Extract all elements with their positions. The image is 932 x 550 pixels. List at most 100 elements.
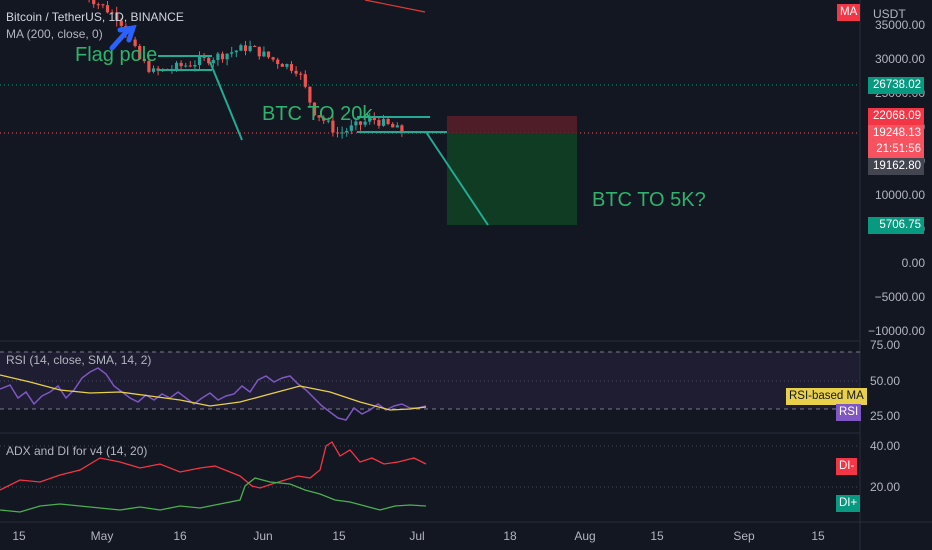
price-tick-label: −5000.00	[875, 290, 926, 304]
time-tick-label: Aug	[574, 529, 595, 543]
price-tag[interactable]: 21:51:56	[868, 141, 924, 158]
flag-drop-line[interactable]	[209, 61, 243, 141]
candle[interactable]	[271, 57, 275, 60]
candle[interactable]	[331, 120, 335, 133]
projection-drop-line[interactable]	[425, 131, 489, 226]
candle[interactable]	[289, 64, 294, 71]
indicator-tick-label: 25.00	[870, 409, 900, 423]
candle[interactable]	[138, 46, 142, 60]
candle[interactable]	[119, 20, 123, 26]
candle[interactable]	[335, 132, 340, 134]
candle[interactable]	[184, 65, 188, 67]
candle[interactable]	[147, 61, 151, 72]
candles-group[interactable]	[83, 0, 404, 139]
ma-legend[interactable]: MA (200, close, 0)	[6, 27, 103, 41]
candle[interactable]	[248, 46, 252, 51]
candle[interactable]	[294, 70, 298, 74]
price-tick-label: 35000.00	[875, 18, 925, 32]
di-plus-tag[interactable]: DI+	[836, 495, 861, 512]
candle[interactable]	[225, 53, 229, 60]
candle[interactable]	[349, 125, 353, 131]
candle[interactable]	[285, 64, 289, 67]
candle[interactable]	[377, 120, 381, 126]
rsi-ma-value-tag[interactable]: RSI-based MA	[786, 388, 867, 405]
candle[interactable]	[391, 123, 395, 128]
annotation-flag-pole[interactable]: Flag pole	[75, 44, 157, 66]
candle[interactable]	[230, 52, 234, 54]
candle[interactable]	[151, 68, 156, 72]
candle[interactable]	[115, 12, 119, 21]
candle[interactable]	[317, 115, 321, 118]
candle[interactable]	[262, 51, 266, 57]
candle[interactable]	[395, 125, 399, 128]
candle[interactable]	[207, 57, 211, 64]
price-tag[interactable]: 19162.80	[868, 158, 924, 175]
trend-drawings[interactable]	[158, 55, 489, 226]
candle[interactable]	[216, 53, 220, 60]
candle[interactable]	[220, 53, 225, 60]
candle[interactable]	[386, 118, 390, 124]
candle[interactable]	[280, 64, 284, 67]
time-axis-ticks[interactable]: 15 May 16 Jun 15 Jul 18 Aug 15 Sep 15	[12, 529, 825, 543]
candle[interactable]	[299, 73, 303, 75]
ma-badge[interactable]: MA	[837, 4, 861, 21]
adx-axis-ticks[interactable]: 40.00 20.00	[870, 439, 900, 494]
candle[interactable]	[92, 0, 96, 5]
candle[interactable]	[110, 12, 114, 14]
price-tag[interactable]: 19248.13	[868, 125, 924, 142]
candle[interactable]	[253, 46, 257, 48]
annotation-btc-5k[interactable]: BTC TO 5K?	[592, 189, 706, 211]
price-axis-ticks[interactable]: 35000.0030000.0025000.0020000.0015000.00…	[868, 18, 925, 338]
price-tag[interactable]: 5706.75	[868, 217, 924, 234]
di-minus-tag[interactable]: DI-	[836, 458, 858, 475]
candle[interactable]	[363, 121, 367, 125]
time-tick-label: Sep	[733, 529, 755, 543]
candle[interactable]	[358, 121, 363, 125]
candle[interactable]	[368, 117, 372, 122]
candle[interactable]	[179, 62, 183, 67]
position-target-zone[interactable]	[447, 133, 577, 225]
candle[interactable]	[372, 117, 376, 121]
candle[interactable]	[400, 125, 404, 133]
candle[interactable]	[276, 59, 280, 65]
candle[interactable]	[202, 56, 206, 58]
price-tag[interactable]: 22068.09	[868, 108, 924, 125]
rsi-legend[interactable]: RSI (14, close, SMA, 14, 2)	[6, 353, 152, 367]
candle[interactable]	[257, 46, 261, 57]
candle[interactable]	[197, 56, 202, 65]
price-tag[interactable]: 26738.02	[868, 77, 924, 94]
candle[interactable]	[381, 118, 386, 126]
candle[interactable]	[174, 62, 179, 70]
candle[interactable]	[266, 51, 271, 58]
candle[interactable]	[340, 132, 344, 134]
candle[interactable]	[308, 86, 312, 103]
candle[interactable]	[211, 59, 215, 64]
position-stop-zone[interactable]	[447, 116, 577, 133]
candle[interactable]	[322, 117, 326, 121]
adx-legend[interactable]: ADX and DI for v4 (14, 20)	[6, 444, 148, 458]
candle[interactable]	[345, 130, 349, 133]
time-tick-label: 16	[173, 529, 187, 543]
time-tick-label: Jun	[253, 529, 272, 543]
candle[interactable]	[243, 45, 248, 51]
rsi-axis-ticks[interactable]: 75.00 50.00 25.00	[870, 338, 900, 423]
candle[interactable]	[234, 50, 238, 53]
candle[interactable]	[193, 64, 197, 67]
candle[interactable]	[312, 102, 317, 116]
candle[interactable]	[133, 39, 137, 47]
candle[interactable]	[96, 4, 100, 6]
candle[interactable]	[105, 5, 110, 13]
rsi-value-tag[interactable]: RSI	[836, 404, 862, 421]
annotation-btc-20k[interactable]: BTC TO 20k	[262, 103, 373, 125]
candle[interactable]	[101, 4, 105, 6]
candle[interactable]	[239, 45, 243, 51]
candle[interactable]	[303, 74, 307, 87]
candle[interactable]	[142, 59, 146, 62]
candle[interactable]	[354, 121, 358, 126]
candle[interactable]	[188, 65, 192, 67]
time-tick-label: 18	[503, 529, 517, 543]
candle[interactable]	[326, 120, 330, 122]
symbol-legend[interactable]: Bitcoin / TetherUS, 1D, BINANCE	[6, 10, 184, 24]
time-tick-label: 15	[650, 529, 664, 543]
